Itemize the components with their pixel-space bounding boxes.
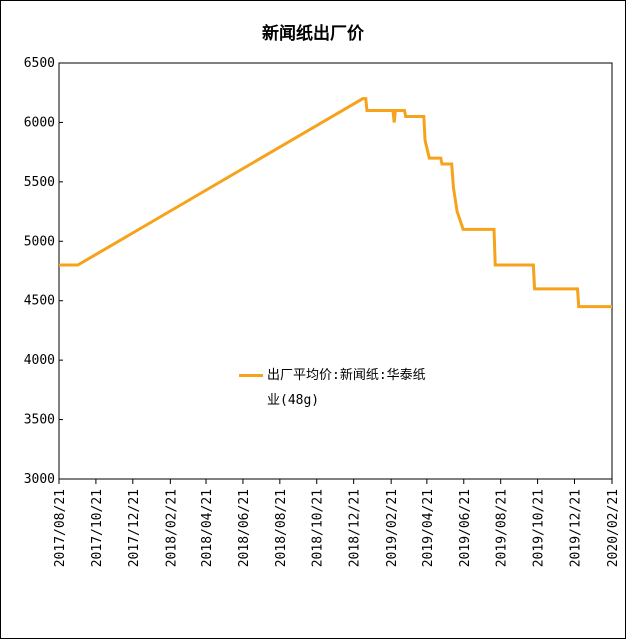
x-tick-label: 2017/08/21	[53, 489, 68, 567]
x-tick-label: 2019/04/21	[421, 489, 436, 567]
y-tick-label: 3500	[24, 413, 55, 428]
x-tick-label: 2020/02/21	[606, 489, 621, 567]
x-tick-label: 2017/12/21	[127, 489, 142, 567]
x-tick-label: 2019/06/21	[458, 489, 473, 567]
y-tick-label: 4500	[24, 294, 55, 309]
x-tick-label: 2019/02/21	[385, 489, 400, 567]
x-tick-label: 2019/10/21	[532, 489, 547, 567]
x-tick-label: 2019/08/21	[495, 489, 510, 567]
y-tick-label: 6000	[24, 115, 55, 130]
legend: 出厂平均价:新闻纸:华泰纸业(48g)	[239, 363, 427, 413]
legend-swatch	[239, 374, 263, 377]
x-tick-label: 2018/06/21	[237, 489, 252, 567]
y-tick-label: 6500	[24, 56, 55, 71]
y-tick-label: 5500	[24, 175, 55, 190]
y-tick-label: 5000	[24, 234, 55, 249]
x-tick-label: 2018/04/21	[200, 489, 215, 567]
x-tick-label: 2018/02/21	[164, 489, 179, 567]
chart-title: 新闻纸出厂价	[262, 23, 365, 44]
legend-label: 出厂平均价:新闻纸:华泰纸业(48g)	[267, 368, 426, 408]
plot-frame	[58, 62, 613, 480]
x-tick-label: 2018/08/21	[274, 489, 289, 567]
y-tick-label: 4000	[24, 353, 55, 368]
line	[59, 97, 612, 309]
x-tick-label: 2019/12/21	[568, 489, 583, 567]
x-tick-label: 2018/12/21	[348, 489, 363, 567]
x-tick-label: 2017/10/21	[90, 489, 105, 567]
y-tick-label: 3000	[24, 472, 55, 487]
x-tick-label: 2018/10/21	[311, 489, 326, 567]
